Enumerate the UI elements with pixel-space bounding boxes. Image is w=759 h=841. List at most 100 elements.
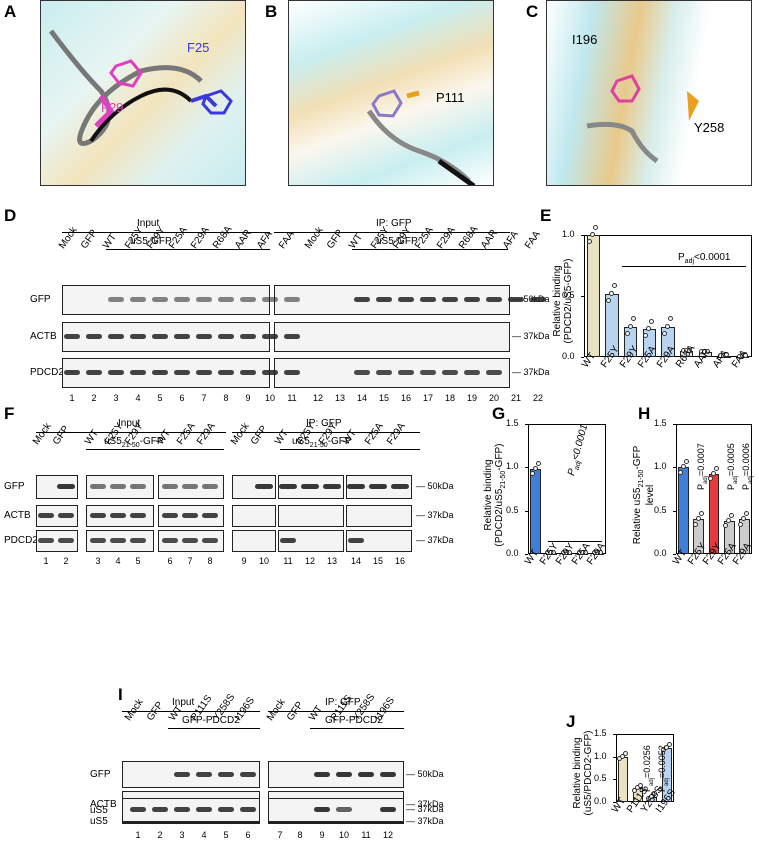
lane-number: 1	[135, 830, 141, 840]
blot-box	[274, 322, 510, 352]
y-tick-label: 1.5	[594, 728, 607, 738]
blot-band	[152, 370, 168, 375]
lane-number: 1	[43, 556, 49, 566]
data-point	[741, 516, 747, 522]
blot-band	[314, 807, 330, 812]
panel-a-structure	[40, 0, 246, 186]
lane-label: WT	[272, 427, 291, 447]
construct-label: uS521-50-GFP	[292, 436, 352, 449]
blot-band	[323, 484, 341, 489]
blot-row-label: uS5	[90, 816, 108, 827]
data-point	[617, 756, 623, 762]
data-point	[742, 353, 748, 359]
blot-band	[284, 370, 300, 375]
y-tick-label: 0.0	[506, 548, 519, 558]
construct-underline	[280, 449, 420, 450]
panel-a-ribbon	[49, 29, 233, 146]
data-point	[677, 469, 683, 475]
blot-band	[130, 297, 146, 302]
blot-row-label: GFP	[4, 481, 25, 492]
data-point	[662, 330, 667, 336]
ip-header: IP: GFP	[376, 218, 412, 229]
data-point	[646, 325, 652, 331]
construct-subscript: 21-50	[309, 442, 328, 449]
lane-label: F25A	[174, 421, 198, 447]
y-tick	[525, 510, 528, 512]
blot-band	[202, 513, 218, 518]
blot-band	[301, 484, 319, 489]
data-point	[738, 521, 744, 527]
data-point	[623, 750, 629, 756]
construct-underline	[106, 249, 270, 250]
lane-number: 15	[378, 393, 389, 403]
data-point	[612, 283, 617, 289]
y-tick-label: 1.0	[562, 229, 575, 239]
lane-label: F29A	[434, 225, 458, 251]
p-value-annotation: Padj=0.0006	[741, 443, 754, 490]
blot-band	[130, 370, 146, 375]
construct-underline	[86, 449, 224, 450]
lane-number: 13	[334, 393, 345, 403]
y-tick-label: 0.5	[506, 504, 519, 515]
construct-name: uS5	[292, 436, 310, 447]
blot-band	[262, 297, 278, 302]
y-tick-label: 0.5	[562, 290, 575, 300]
lane-number: 13	[326, 556, 337, 566]
kda-marker: — 37kDa	[512, 367, 550, 377]
kda-marker: — 50kDa	[416, 481, 454, 491]
lane-number: 21	[510, 393, 521, 403]
residue-label-p111: P111	[436, 90, 465, 105]
lane-number: 8	[223, 393, 229, 403]
blot-band	[108, 297, 124, 302]
blot-band	[280, 538, 296, 543]
y-axis-label-line1: Relative binding	[552, 265, 563, 337]
data-point	[598, 549, 604, 555]
data-point	[666, 741, 672, 747]
lane-number: 9	[241, 556, 247, 566]
data-point	[660, 747, 666, 753]
data-point	[708, 476, 713, 482]
y-tick-label: 1.0	[654, 461, 667, 472]
lane-number: 11	[283, 556, 293, 566]
lane-label: I196S	[232, 695, 257, 723]
panel-label-j: J	[566, 712, 576, 731]
lane-number: 17	[422, 393, 433, 403]
lane-label: I196S	[372, 695, 397, 723]
blot-row-label: GFP	[90, 768, 111, 780]
lane-number: 5	[223, 830, 229, 840]
panel-label-g: G	[492, 404, 506, 423]
y-tick	[613, 779, 616, 781]
blot-band	[398, 370, 414, 375]
construct-label: GFP-PDCD2	[182, 715, 240, 726]
blot-band	[464, 370, 480, 375]
blot-band	[284, 334, 300, 339]
data-point	[593, 224, 599, 230]
construct-underline	[168, 728, 260, 729]
blot-band	[358, 771, 374, 777]
blot-band	[162, 513, 178, 518]
data-point	[582, 549, 588, 555]
y-tick	[613, 802, 616, 803]
lane-number: 10	[338, 830, 349, 840]
lane-number: 4	[201, 830, 207, 840]
data-point	[649, 318, 655, 324]
lane-label: F29A	[194, 421, 218, 447]
lane-label: WT	[82, 427, 101, 447]
lane-number: 8	[297, 830, 303, 840]
data-point	[634, 785, 640, 791]
blot-band	[218, 334, 234, 339]
lane-number: 14	[356, 393, 367, 403]
y-axis-label-line1: Relative uS521-50-GFP	[632, 445, 645, 545]
input-underline	[62, 232, 270, 233]
data-point	[665, 323, 670, 329]
lane-number: 11	[287, 393, 297, 403]
blot-band	[196, 334, 212, 339]
data-point	[532, 466, 538, 472]
panel-c-structure	[546, 0, 752, 186]
y-tick	[673, 424, 676, 425]
blot-band	[64, 370, 80, 375]
data-point	[698, 511, 704, 517]
construct-name: uS5-GFP	[130, 236, 172, 247]
lane-label: FAA	[522, 229, 543, 251]
blot-row-label: PDCD2	[4, 535, 38, 546]
